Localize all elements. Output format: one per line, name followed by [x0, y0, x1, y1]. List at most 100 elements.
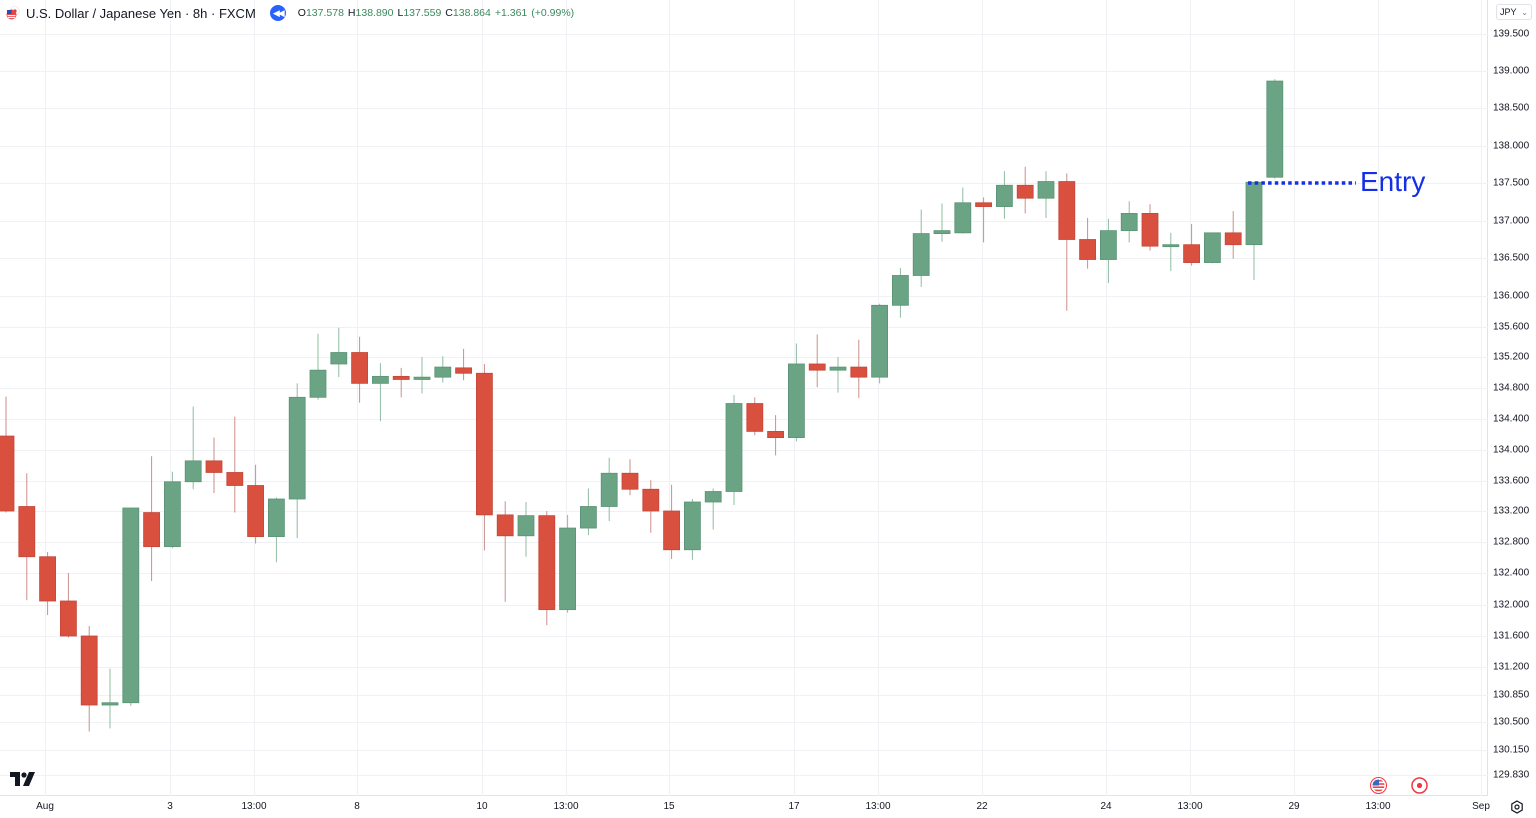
candle[interactable] [1266, 79, 1284, 179]
candle[interactable] [60, 573, 77, 638]
candle[interactable] [767, 415, 784, 456]
change-percent: (+0.99%) [531, 7, 575, 19]
candle[interactable] [496, 501, 514, 602]
time-tick-label: 29 [1288, 801, 1300, 812]
candle[interactable] [912, 209, 930, 287]
candle[interactable] [850, 339, 868, 399]
candle[interactable] [725, 394, 743, 505]
candle[interactable] [517, 502, 535, 557]
us-flag-event-icon[interactable] [1370, 777, 1387, 794]
candlestick-plot[interactable] [0, 0, 1488, 796]
open-label: O [297, 7, 306, 19]
price-tick-label: 133.600 [1493, 475, 1530, 487]
candle[interactable] [621, 459, 639, 496]
time-tick-label: 8 [354, 801, 360, 812]
candle[interactable] [184, 406, 202, 490]
candle[interactable] [1120, 201, 1138, 243]
time-tick-label: 13:00 [553, 801, 579, 812]
candle[interactable] [0, 396, 15, 513]
candle[interactable] [80, 625, 98, 732]
candle[interactable] [101, 668, 119, 729]
candle[interactable] [39, 552, 56, 616]
candle[interactable] [18, 473, 36, 601]
low-value: 137.559 [403, 7, 442, 19]
candle[interactable] [1141, 204, 1159, 251]
us-japan-flag-icon [6, 6, 20, 20]
candle[interactable] [351, 336, 369, 403]
candle[interactable] [871, 303, 888, 384]
currency-label: JPY [1500, 7, 1517, 17]
time-axis[interactable]: Aug 3 13:00 8 10 13:00 15 17 13:00 22 24 13:00 29 13:… [0, 796, 1490, 818]
price-tick-label: 137.500 [1493, 177, 1530, 189]
candle[interactable] [1016, 166, 1034, 214]
low-label: L [397, 7, 404, 19]
candle[interactable] [371, 363, 389, 422]
time-tick-label: 24 [1100, 801, 1112, 812]
candle[interactable] [392, 367, 410, 398]
open-value: 137.578 [305, 7, 344, 19]
symbol-title[interactable]: U.S. Dollar / Japanese Yen · 8h · FXCM [26, 5, 256, 21]
candle[interactable] [267, 497, 285, 563]
candle[interactable] [954, 187, 972, 234]
change-value: +1.361 [494, 7, 528, 19]
candle[interactable] [642, 480, 660, 533]
candle[interactable] [247, 464, 265, 544]
candle[interactable] [933, 203, 951, 242]
candle[interactable] [163, 471, 181, 549]
candle[interactable] [122, 507, 140, 706]
candle[interactable] [600, 457, 618, 522]
candle[interactable] [829, 357, 847, 393]
candle[interactable] [226, 416, 244, 513]
candle[interactable] [330, 327, 348, 378]
candle[interactable] [1224, 211, 1242, 259]
ohlc-values: O137.578 H138.890 L137.559 C138.864 +1.3… [298, 7, 574, 19]
rewind-icon[interactable]: ◀◀ [269, 5, 286, 21]
candle[interactable] [205, 437, 223, 493]
candle[interactable] [975, 197, 992, 243]
candle[interactable] [538, 511, 556, 626]
candle[interactable] [892, 267, 909, 318]
candle[interactable] [434, 356, 452, 383]
entry-annotation-label[interactable]: Entry [1360, 166, 1426, 197]
candle[interactable] [580, 488, 597, 536]
time-tick-label: 10 [476, 801, 488, 812]
candle[interactable] [788, 343, 805, 442]
candle[interactable] [413, 357, 431, 394]
candle[interactable] [1245, 181, 1263, 281]
price-tick-label: 129.830 [1493, 769, 1530, 781]
candle[interactable] [1100, 218, 1117, 284]
candle[interactable] [1162, 232, 1180, 271]
candle[interactable] [996, 171, 1013, 219]
candle[interactable] [1183, 223, 1200, 266]
candle[interactable] [455, 348, 473, 381]
currency-selector[interactable]: JPY ⌄ [1496, 4, 1532, 20]
time-tick-label: 13:00 [1365, 801, 1391, 812]
chevron-down-icon: ⌄ [1521, 7, 1528, 17]
candle[interactable] [1079, 217, 1096, 269]
chart-pane[interactable]: U.S. Dollar / Japanese Yen · 8h · FXCM ◀… [0, 0, 1488, 796]
candle[interactable] [746, 397, 764, 436]
price-tick-label: 130.500 [1493, 716, 1530, 728]
candle[interactable] [1058, 173, 1076, 311]
price-axis[interactable]: JPY ⌄ 139.500 139.000 138.500 138.000 137.50… [1488, 0, 1536, 796]
candle[interactable] [808, 334, 826, 388]
candle[interactable] [143, 456, 161, 581]
candle[interactable] [704, 488, 722, 530]
time-tick-label: 3 [167, 801, 173, 812]
price-tick-label: 131.600 [1493, 630, 1530, 642]
time-tick-label: Aug [36, 801, 54, 812]
candle[interactable] [559, 514, 576, 613]
candle[interactable] [309, 333, 327, 400]
event-marker-icon[interactable] [1411, 777, 1428, 794]
candle[interactable] [663, 484, 680, 560]
settings-icon[interactable] [1508, 798, 1526, 816]
candle[interactable] [1037, 171, 1055, 218]
candle[interactable] [1204, 232, 1221, 264]
tradingview-logo-icon[interactable] [10, 771, 36, 787]
price-tick-label: 136.500 [1493, 252, 1530, 264]
price-tick-label: 139.500 [1493, 28, 1530, 40]
candle[interactable] [684, 499, 701, 560]
candle[interactable] [288, 383, 306, 539]
candle[interactable] [475, 363, 493, 551]
close-label: C [445, 7, 453, 19]
